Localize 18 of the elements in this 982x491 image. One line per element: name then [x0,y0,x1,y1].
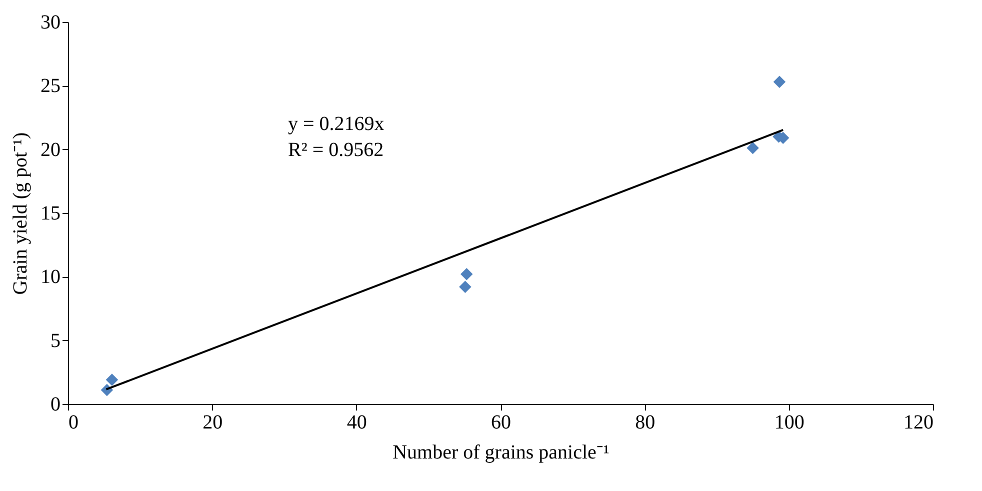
x-tick-label: 120 [904,412,934,434]
x-tick-label: 60 [491,412,511,434]
y-tick-label: 30 [40,12,60,34]
y-tick-label: 25 [40,75,60,98]
y-tick-label: 10 [40,266,60,288]
y-tick-label: 5 [50,330,60,352]
x-tick-label: 80 [635,412,656,434]
annotation: R² = 0.9562 [288,139,384,161]
y-axis-title: Grain yield (g pot⁻¹) [10,132,32,295]
annotation: y = 0.2169x [288,113,384,135]
x-tick-label: 40 [346,412,367,434]
x-tick-label: 100 [774,412,804,434]
y-tick-label: 15 [40,202,60,224]
y-tick-label: 20 [40,138,60,161]
x-axis-title: Number of grains panicle⁻¹ [392,442,610,464]
y-tick-label: 0 [50,394,60,416]
x-tick-label: 0 [68,412,78,434]
x-tick-label: 20 [202,412,223,434]
